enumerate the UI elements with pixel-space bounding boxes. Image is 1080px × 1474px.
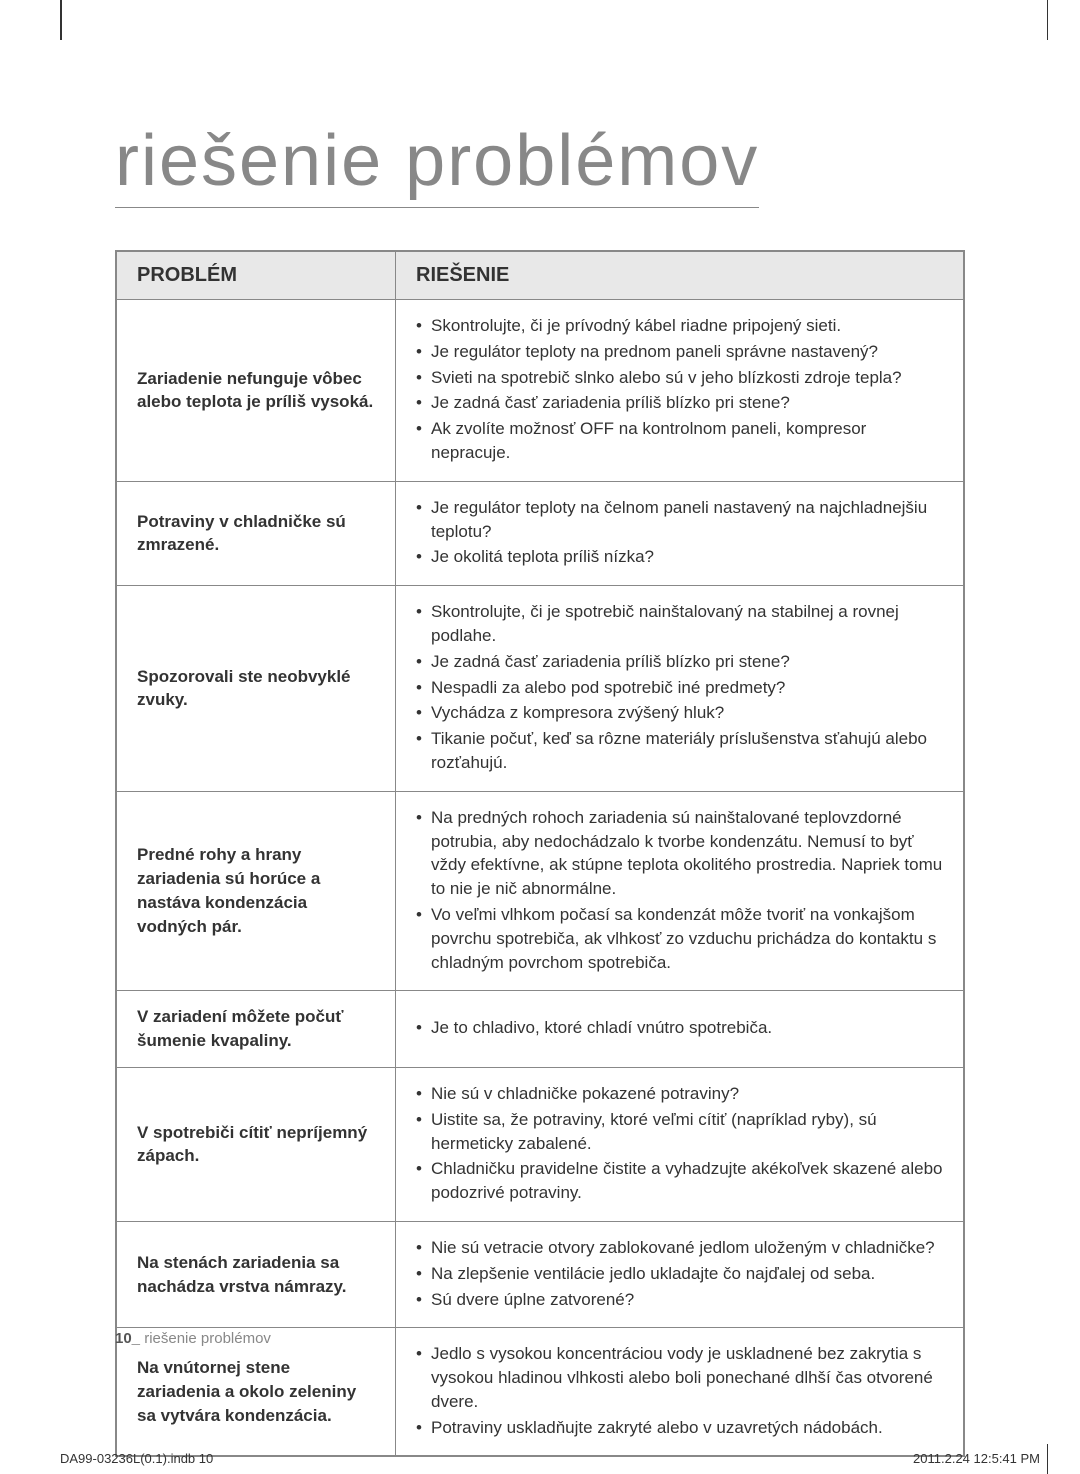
solution-item: Jedlo s vysokou koncentráciou vody je us…: [416, 1342, 943, 1413]
problem-cell: Potraviny v chladničke sú zmrazené.: [116, 481, 396, 585]
table-row: Na stenách zariadenia sa nachádza vrstva…: [116, 1221, 964, 1327]
page-number: 10_: [115, 1330, 140, 1347]
crop-mark-bottom-right: [1047, 1444, 1048, 1474]
solution-item: Svieti na spotrebič slnko alebo sú v jeh…: [416, 366, 943, 390]
solution-item: Je zadná časť zariadenia príliš blízko p…: [416, 650, 943, 674]
page-footer-label: riešenie problémov: [144, 1330, 271, 1347]
solution-cell: Skontrolujte, či je prívodný kábel riadn…: [396, 300, 965, 482]
solution-item: Chladničku pravidelne čistite a vyhadzuj…: [416, 1157, 943, 1205]
problem-cell: V spotrebiči cítiť nepríjemný zápach.: [116, 1067, 396, 1221]
table-row: V zariadení môžete počuť šumenie kvapali…: [116, 991, 964, 1068]
crop-mark-top-left: [60, 0, 62, 40]
solution-cell: Jedlo s vysokou koncentráciou vody je us…: [396, 1328, 965, 1457]
solution-item: Je to chladivo, ktoré chladí vnútro spot…: [416, 1016, 943, 1040]
problem-cell: Predné rohy a hrany zariadenia sú horúce…: [116, 791, 396, 991]
table-row: Predné rohy a hrany zariadenia sú horúce…: [116, 791, 964, 991]
solution-item: Nie sú v chladničke pokazené potraviny?: [416, 1082, 943, 1106]
solution-item: Sú dvere úplne zatvorené?: [416, 1288, 943, 1312]
solution-item: Je regulátor teploty na prednom paneli s…: [416, 340, 943, 364]
solution-item: Je zadná časť zariadenia príliš blízko p…: [416, 391, 943, 415]
page-footer: 10_ riešenie problémov: [115, 1330, 271, 1347]
crop-mark-top-right: [1047, 0, 1048, 40]
print-timestamp: 2011.2.24 12:5:41 PM: [913, 1451, 1040, 1466]
table-row: Zariadenie nefunguje vôbec alebo teplota…: [116, 300, 964, 482]
solution-cell: Je regulátor teploty na čelnom paneli na…: [396, 481, 965, 585]
table-header-problem: PROBLÉM: [116, 251, 396, 300]
solution-item: Vychádza z kompresora zvýšený hluk?: [416, 701, 943, 725]
problem-cell: Spozorovali ste neobvyklé zvuky.: [116, 586, 396, 792]
solution-cell: Je to chladivo, ktoré chladí vnútro spot…: [396, 991, 965, 1068]
solution-item: Je regulátor teploty na čelnom paneli na…: [416, 496, 943, 544]
table-header-solution: RIEŠENIE: [396, 251, 965, 300]
solution-item: Na predných rohoch zariadenia sú nainšta…: [416, 806, 943, 901]
problem-cell: V zariadení môžete počuť šumenie kvapali…: [116, 991, 396, 1068]
page-title: riešenie problémov: [115, 120, 759, 208]
table-row: Spozorovali ste neobvyklé zvuky. Skontrol…: [116, 586, 964, 792]
solution-item: Ak zvolíte možnosť OFF na kontrolnom pan…: [416, 417, 943, 465]
table-row: Na vnútornej stene zariadenia a okolo ze…: [116, 1328, 964, 1457]
print-filename: DA99-03236L(0.1).indb 10: [60, 1451, 213, 1466]
solution-cell: Skontrolujte, či je spotrebič nainštalov…: [396, 586, 965, 792]
solution-item: Nespadli za alebo pod spotrebič iné pred…: [416, 676, 943, 700]
solution-cell: Nie sú vetracie otvory zablokované jedlo…: [396, 1221, 965, 1327]
solution-item: Vo veľmi vlhkom počasí sa kondenzát môže…: [416, 903, 943, 974]
solution-item: Skontrolujte, či je prívodný kábel riadn…: [416, 314, 943, 338]
solution-cell: Nie sú v chladničke pokazené potraviny?U…: [396, 1067, 965, 1221]
problem-cell: Na vnútornej stene zariadenia a okolo ze…: [116, 1328, 396, 1457]
problem-cell: Na stenách zariadenia sa nachádza vrstva…: [116, 1221, 396, 1327]
solution-item: Je okolitá teplota príliš nízka?: [416, 545, 943, 569]
solution-item: Nie sú vetracie otvory zablokované jedlo…: [416, 1236, 943, 1260]
solution-item: Uistite sa, že potraviny, ktoré veľmi cí…: [416, 1108, 943, 1156]
solution-item: Tikanie počuť, keď sa rôzne materiály pr…: [416, 727, 943, 775]
solution-item: Na zlepšenie ventilácie jedlo ukladajte …: [416, 1262, 943, 1286]
table-row: Potraviny v chladničke sú zmrazené. Je re…: [116, 481, 964, 585]
solution-cell: Na predných rohoch zariadenia sú nainšta…: [396, 791, 965, 991]
problem-cell: Zariadenie nefunguje vôbec alebo teplota…: [116, 300, 396, 482]
solution-item: Skontrolujte, či je spotrebič nainštalov…: [416, 600, 943, 648]
table-row: V spotrebiči cítiť nepríjemný zápach.Nie…: [116, 1067, 964, 1221]
troubleshooting-table: PROBLÉM RIEŠENIE Zariadenie nefunguje vô…: [115, 250, 965, 1457]
solution-item: Potraviny uskladňujte zakryté alebo v uz…: [416, 1416, 943, 1440]
